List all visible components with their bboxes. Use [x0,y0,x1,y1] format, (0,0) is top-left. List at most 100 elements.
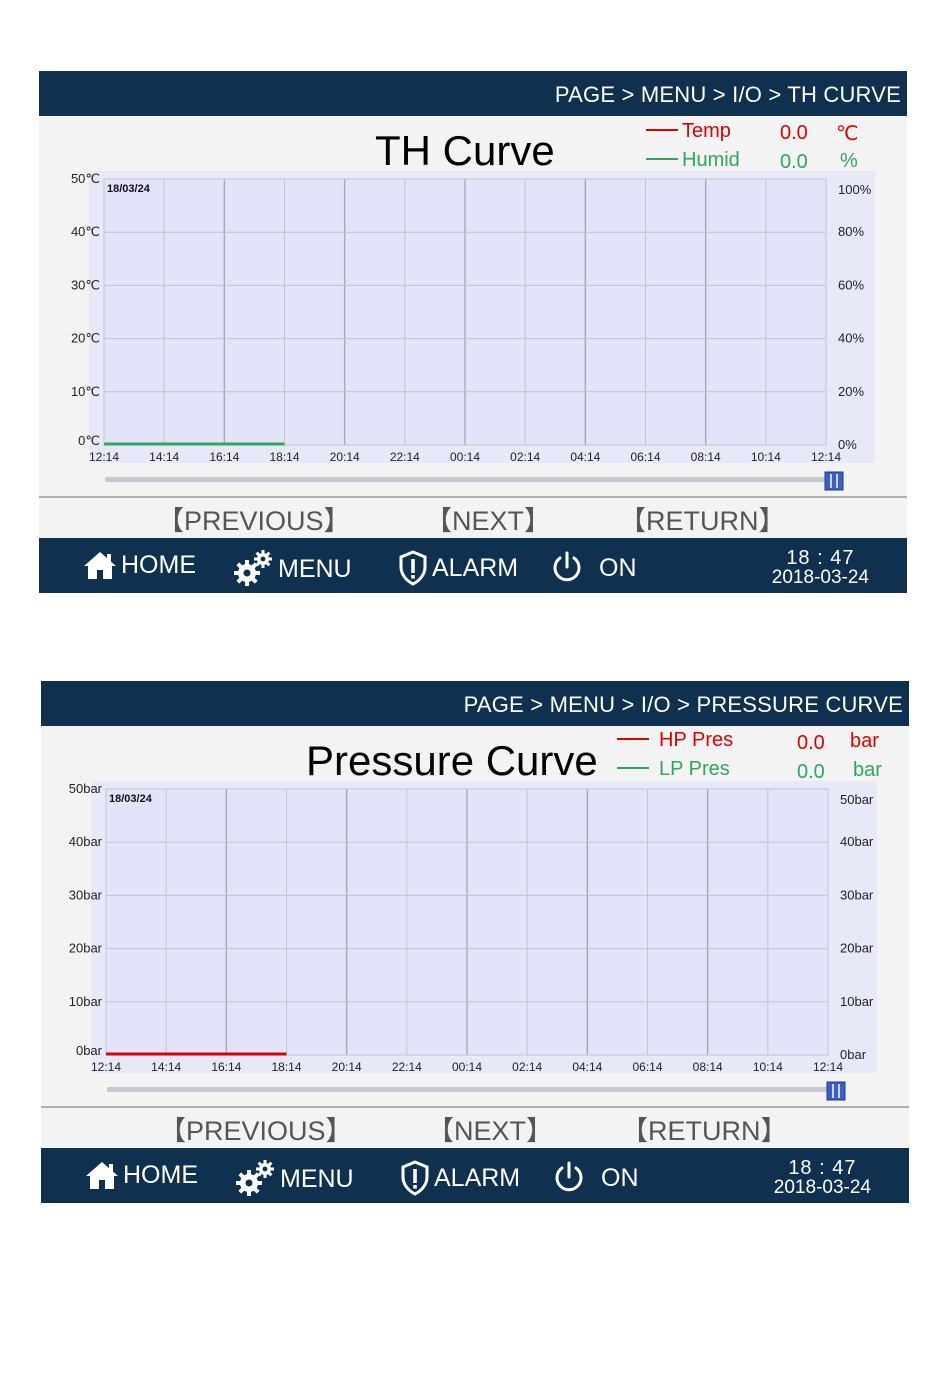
scrollbar-thumb[interactable] [826,1081,846,1101]
x-tick-label: 18:14 [269,450,299,464]
power-button[interactable]: ON [549,550,637,586]
y-right-tick-label: 30bar [840,887,874,902]
legend-swatch-lp-pres [617,766,649,769]
page-title: TH Curve [375,127,555,174]
x-tick-label: 08:14 [693,1060,723,1074]
th-chart-svg: 12:14 14:14 16:14 18:14 20:14 22:14 00:14 02:14… [71,171,875,491]
return-button[interactable]: 【RETURN】 [621,1116,788,1146]
power-icon [555,1161,583,1192]
legend-hp-pres: HP Pres [617,729,733,752]
legend-label-humid: Humid [682,149,740,171]
y-right-tick-label: 80% [838,224,864,239]
gear-icon [236,1160,274,1196]
x-tick-label: 16:14 [211,1060,241,1074]
th-curve-screen: PAGE > MENU > I/O > TH CURVE TH Curve Te… [39,71,907,593]
alarm-label: ALARM [432,553,519,582]
menu-label: MENU [278,554,352,583]
x-tick-label: 12:14 [811,450,841,464]
scrollbar-thumb[interactable] [824,471,844,491]
clock: 18 : 47 2018-03-24 [772,548,869,588]
legend-label-temp: Temp [682,120,731,142]
x-tick-label: 16:14 [209,450,239,464]
power-state-label: ON [599,553,637,582]
legend-label-lp-pres: LP Pres [659,758,730,780]
power-button[interactable]: ON [551,1160,639,1196]
legend-swatch-humid [646,157,678,160]
alarm-button[interactable]: ALARM [398,550,518,586]
hp-pres-unit: bar [850,730,879,752]
alarm-label: ALARM [434,1163,521,1192]
x-tick-label: 20:14 [332,1060,362,1074]
y-left-tick-label: 0℃ [78,433,100,448]
x-tick-label: 00:14 [452,1060,482,1074]
x-tick-label: 12:14 [813,1060,843,1074]
y-left-tick-label: 0bar [76,1043,103,1058]
x-tick-label: 12:14 [91,1060,121,1074]
humid-unit: % [840,150,858,172]
home-button[interactable]: HOME [83,550,196,580]
clock-time: 18 : 47 [786,547,855,569]
bottom-bar: HOME MENU [39,538,907,593]
y-right-tick-label: 40% [838,331,864,346]
y-left-tick-label: 30bar [69,887,103,902]
x-tick-label: 10:14 [753,1060,783,1074]
humid-value: 0.0 [780,151,808,173]
x-tick-label: 08:14 [691,450,721,464]
page-title: Pressure Curve [306,737,598,784]
alarm-button[interactable]: ALARM [400,1160,520,1196]
y-left-tick-label: 40℃ [71,224,100,239]
lp-pres-value: 0.0 [797,761,825,783]
return-button[interactable]: 【RETURN】 [619,506,786,536]
y-right-tick-label: 40bar [840,834,874,849]
home-icon [84,552,116,579]
x-tick-label: 20:14 [330,450,360,464]
pressure-chart-svg: 12:14 14:14 16:14 18:14 20:14 22:14 00:14 02:14… [69,781,877,1101]
x-tick-label: 02:14 [512,1060,542,1074]
y-right-tick-label: 0bar [840,1047,867,1062]
menu-button[interactable]: MENU [232,550,352,588]
previous-button[interactable]: 【PREVIOUS】 [159,1116,353,1146]
x-tick-label: 06:14 [632,1060,662,1074]
home-button[interactable]: HOME [85,1160,198,1190]
gear-icon [234,550,272,586]
next-button[interactable]: 【NEXT】 [425,506,552,536]
x-tick-label: 06:14 [630,450,660,464]
x-tick-label: 00:14 [450,450,480,464]
legend-humid: Humid [646,149,740,172]
divider [41,1106,909,1108]
date-stamp: 18/03/24 [107,183,151,195]
breadcrumb: PAGE > MENU > I/O > TH CURVE [554,82,901,107]
y-right-tick-label: 100% [838,182,872,197]
next-button[interactable]: 【NEXT】 [427,1116,554,1146]
y-left-tick-label: 20bar [69,941,103,956]
clock: 18 : 47 2018-03-24 [774,1158,871,1198]
x-tick-label: 22:14 [392,1060,422,1074]
shield-alert-icon [401,1160,429,1196]
y-left-tick-label: 30℃ [71,277,100,292]
power-state-label: ON [601,1163,639,1192]
bottom-bar: HOME MENU [41,1148,909,1203]
pressure-chart: 12:14 14:14 16:14 18:14 20:14 22:14 00:14 02:14… [41,781,909,1101]
x-tick-label: 14:14 [149,450,179,464]
x-tick-label: 02:14 [510,450,540,464]
legend-lp-pres: LP Pres [617,758,730,781]
x-tick-label: 22:14 [390,450,420,464]
top-bar: PAGE > MENU > I/O > TH CURVE [39,71,907,116]
x-tick-label: 04:14 [570,450,600,464]
y-right-tick-label: 50bar [840,792,874,807]
x-tick-label: 10:14 [751,450,781,464]
previous-button[interactable]: 【PREVIOUS】 [157,506,351,536]
legend-label-hp-pres: HP Pres [659,729,734,751]
home-icon [86,1162,118,1189]
y-left-tick-label: 50℃ [71,171,100,186]
y-right-tick-label: 60% [838,277,864,292]
clock-date: 2018-03-24 [771,567,869,588]
hp-pres-value: 0.0 [797,732,825,754]
temp-unit: ℃ [836,123,859,145]
home-label: HOME [121,550,196,579]
menu-button[interactable]: MENU [234,1160,354,1198]
y-left-tick-label: 50bar [69,781,103,796]
y-right-tick-label: 20% [838,384,864,399]
clock-date: 2018-03-24 [773,1177,871,1198]
x-tick-label: 12:14 [89,450,119,464]
